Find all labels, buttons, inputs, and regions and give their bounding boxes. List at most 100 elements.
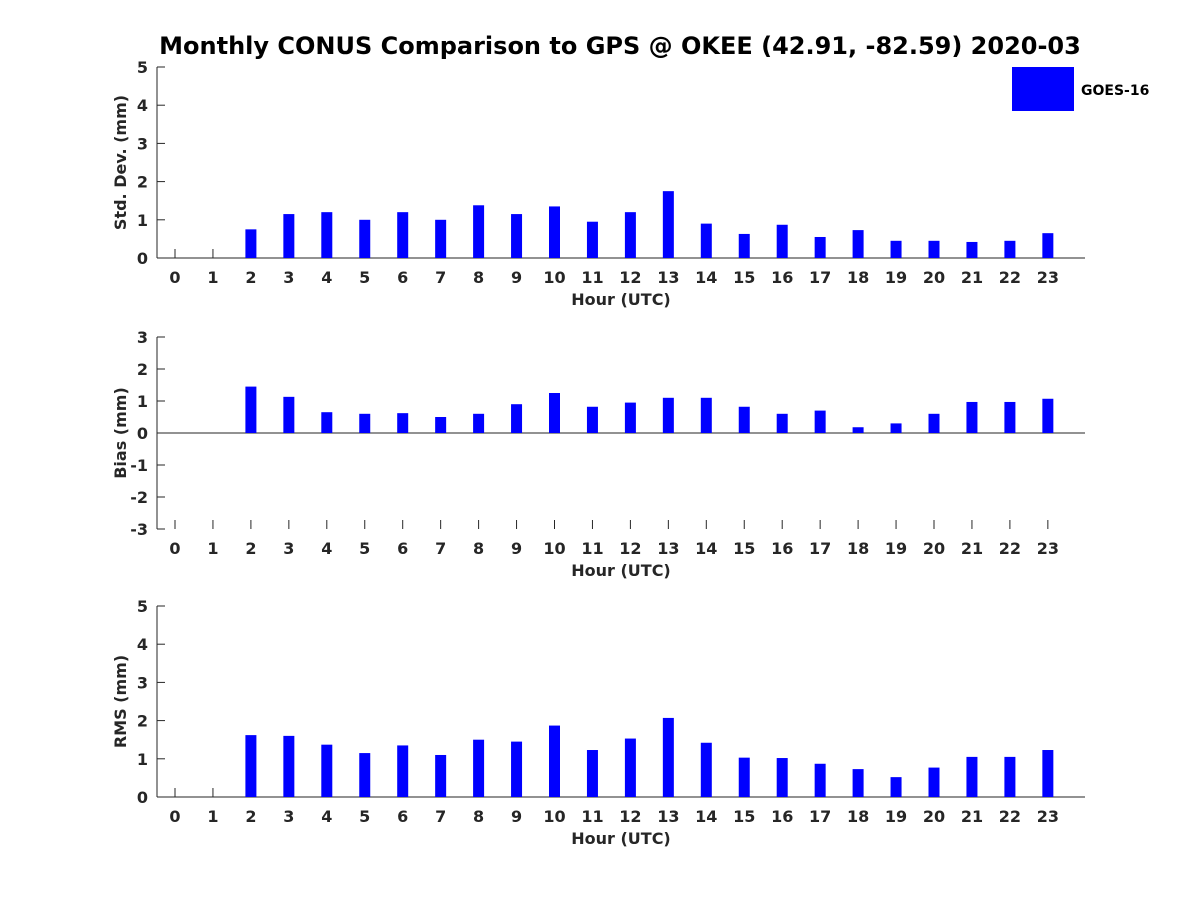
- bar-std-dev-hour-17: [814, 236, 826, 258]
- bar-rms-hour-18: [852, 769, 864, 797]
- y-tick-label: 1: [137, 392, 148, 411]
- x-tick-label: 4: [321, 807, 332, 826]
- x-tick-label: 1: [207, 807, 218, 826]
- bar-bias-hour-17: [814, 410, 826, 433]
- bar-std-dev-hour-3: [283, 214, 295, 258]
- bar-bias-hour-21: [966, 401, 978, 433]
- x-tick-label: 20: [923, 539, 945, 558]
- bar-bias-hour-9: [511, 404, 523, 433]
- legend-label: GOES-16: [1081, 83, 1149, 99]
- y-tick-label: 4: [137, 635, 148, 654]
- x-tick-label: 13: [657, 268, 679, 287]
- bar-rms-hour-12: [624, 738, 636, 797]
- x-tick-label: 9: [511, 268, 522, 287]
- bar-rms-hour-11: [586, 750, 598, 797]
- x-tick-label: 12: [619, 268, 641, 287]
- x-tick-label: 11: [581, 268, 603, 287]
- bar-rms-hour-22: [1004, 756, 1016, 797]
- x-tick-label: 7: [435, 807, 446, 826]
- bar-rms-hour-14: [700, 742, 712, 797]
- x-tick-label: 22: [999, 539, 1021, 558]
- x-tick-label: 20: [923, 807, 945, 826]
- bar-std-dev-hour-6: [397, 212, 409, 258]
- x-tick-label: 10: [543, 539, 565, 558]
- bar-rms-hour-6: [397, 745, 409, 797]
- x-tick-label: 21: [961, 268, 983, 287]
- legend-swatch: [1012, 67, 1074, 111]
- x-tick-label: 2: [245, 807, 256, 826]
- bar-bias-hour-15: [738, 406, 750, 433]
- x-tick-label: 15: [733, 268, 755, 287]
- x-tick-label: 18: [847, 268, 869, 287]
- legend: GOES-16: [1012, 67, 1149, 111]
- bar-bias-hour-20: [928, 413, 940, 433]
- bar-std-dev-hour-12: [624, 212, 636, 258]
- x-tick-label: 21: [961, 807, 983, 826]
- bar-std-dev-hour-7: [435, 219, 447, 258]
- x-tick-label: 3: [283, 807, 294, 826]
- bar-bias-hour-3: [283, 396, 295, 433]
- x-axis-label: Hour (UTC): [571, 290, 671, 309]
- x-tick-label: 8: [473, 807, 484, 826]
- x-tick-label: 17: [809, 807, 831, 826]
- x-tick-label: 5: [359, 539, 370, 558]
- x-tick-label: 15: [733, 807, 755, 826]
- x-tick-label: 19: [885, 268, 907, 287]
- y-tick-label: 0: [137, 424, 148, 443]
- bar-bias-hour-5: [359, 413, 371, 433]
- x-tick-label: 2: [245, 539, 256, 558]
- x-tick-label: 19: [885, 539, 907, 558]
- bar-std-dev-hour-4: [321, 212, 333, 258]
- bar-rms-hour-10: [549, 725, 560, 797]
- bar-std-dev-hour-18: [852, 230, 864, 258]
- x-tick-label: 22: [999, 268, 1021, 287]
- bar-rms-hour-19: [890, 777, 902, 797]
- x-tick-label: 8: [473, 539, 484, 558]
- y-axis-label: RMS (mm): [111, 655, 130, 748]
- x-tick-label: 13: [657, 539, 679, 558]
- x-tick-label: 11: [581, 539, 603, 558]
- bar-rms-hour-15: [738, 757, 750, 797]
- x-tick-label: 10: [543, 807, 565, 826]
- bar-rms-hour-16: [776, 758, 788, 797]
- x-tick-label: 22: [999, 807, 1021, 826]
- x-tick-label: 18: [847, 807, 869, 826]
- x-tick-label: 19: [885, 807, 907, 826]
- bar-std-dev-hour-10: [549, 206, 560, 258]
- bar-rms-hour-3: [283, 735, 295, 797]
- bar-bias-hour-19: [890, 423, 902, 433]
- y-tick-label: -2: [130, 488, 148, 507]
- bar-std-dev-hour-16: [776, 224, 788, 258]
- x-tick-label: 16: [771, 807, 793, 826]
- y-tick-label: 3: [137, 134, 148, 153]
- y-tick-label: 1: [137, 211, 148, 230]
- x-tick-label: 0: [169, 268, 180, 287]
- bar-std-dev-hour-9: [511, 214, 523, 258]
- bar-std-dev-hour-21: [966, 241, 978, 258]
- bar-rms-hour-23: [1042, 750, 1054, 797]
- x-tick-label: 12: [619, 539, 641, 558]
- y-tick-label: 2: [137, 360, 148, 379]
- y-tick-label: 0: [137, 249, 148, 268]
- x-tick-label: 14: [695, 807, 717, 826]
- y-tick-label: 4: [137, 96, 148, 115]
- x-axis-label: Hour (UTC): [571, 561, 671, 580]
- x-tick-label: 16: [771, 539, 793, 558]
- bar-bias-hour-18: [852, 427, 864, 433]
- bar-std-dev-hour-22: [1004, 240, 1016, 258]
- bar-std-dev-hour-8: [473, 205, 485, 258]
- y-tick-label: 5: [137, 597, 148, 616]
- bar-std-dev-hour-13: [662, 191, 674, 258]
- x-tick-label: 21: [961, 539, 983, 558]
- bar-rms-hour-5: [359, 753, 371, 797]
- y-tick-label: -1: [130, 456, 148, 475]
- y-tick-label: 2: [137, 173, 148, 192]
- y-tick-label: 1: [137, 750, 148, 769]
- x-tick-label: 12: [619, 807, 641, 826]
- x-tick-label: 23: [1037, 807, 1059, 826]
- bar-bias-hour-4: [321, 412, 333, 433]
- bar-bias-hour-12: [624, 402, 636, 433]
- bar-std-dev-hour-15: [738, 233, 750, 258]
